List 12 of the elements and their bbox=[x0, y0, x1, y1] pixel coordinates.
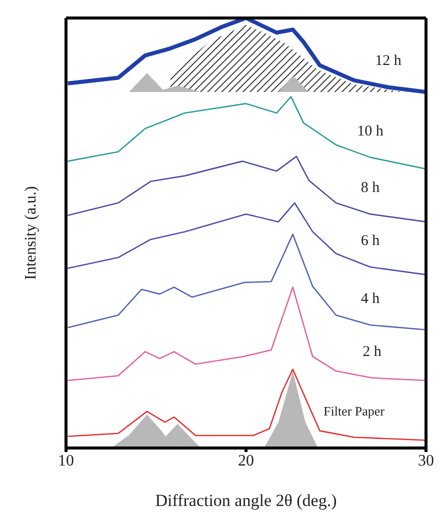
x-tick-label: 30 bbox=[418, 452, 434, 470]
series-label: 8 h bbox=[360, 180, 380, 196]
y-axis-title: Intensity (a.u.) bbox=[22, 186, 40, 280]
series-label: 4 h bbox=[360, 291, 380, 308]
series-label: 12 h bbox=[375, 53, 402, 70]
x-axis-title: Diffraction angle 2θ (deg.) bbox=[155, 491, 337, 510]
series-label: 2 h bbox=[362, 344, 382, 360]
x-tick-label: 10 bbox=[58, 452, 74, 470]
series-label: 6 h bbox=[360, 232, 380, 249]
series-label: Filter Paper bbox=[323, 403, 386, 418]
series-label: 10 h bbox=[357, 123, 384, 140]
x-tick-label: 20 bbox=[238, 452, 254, 470]
